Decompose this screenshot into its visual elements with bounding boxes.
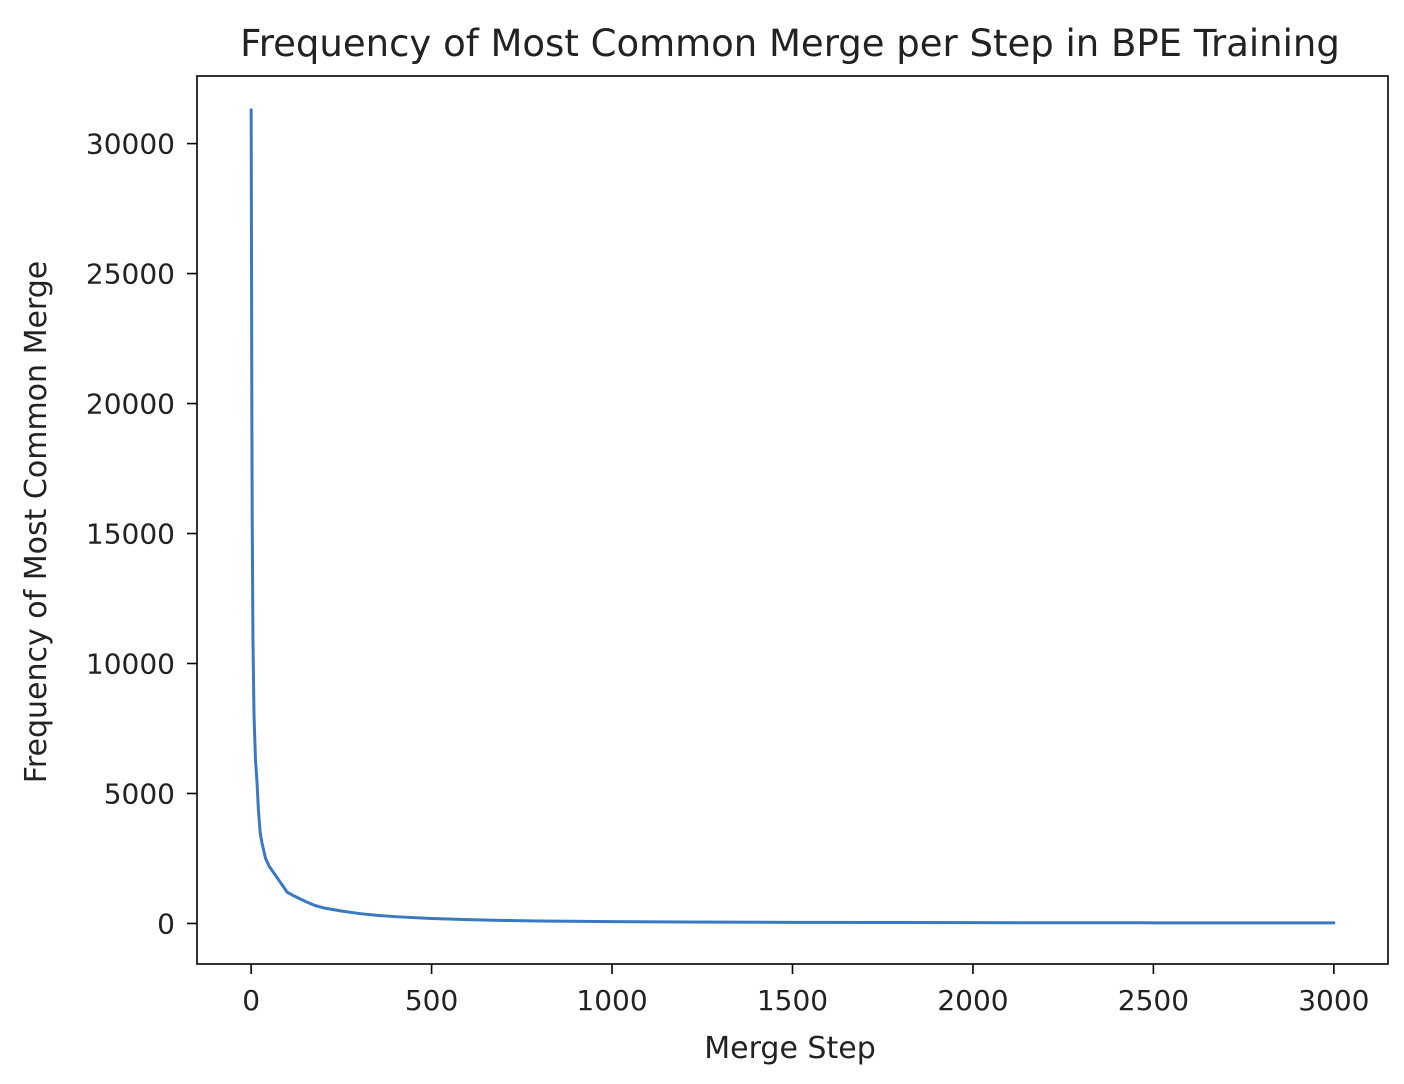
plot-area: 0 500 1000 1500 2000 2500 30000500010000150002… [86, 75, 1389, 1017]
y-tick-label-1: 5000 [104, 777, 175, 810]
y-tick-label-6: 30000 [86, 128, 175, 161]
x-tick-label-0: 0 [242, 984, 260, 1017]
x-tick-label-6: 3000 [1298, 984, 1369, 1017]
y-axis-label: Frequency of Most Common Merge [19, 261, 54, 783]
y-tick-label-5: 25000 [86, 258, 175, 291]
y-tick-label-0: 0 [157, 907, 175, 940]
y-tick-label-2: 10000 [86, 647, 175, 680]
series-line-0 [249, 108, 1336, 925]
chart-title: Frequency of Most Common Merge per Step … [240, 22, 1340, 65]
x-tick-label-4: 2000 [937, 984, 1008, 1017]
y-tick-label-3: 15000 [86, 518, 175, 551]
x-tick-label-5: 2500 [1118, 984, 1189, 1017]
x-tick-label-1: 500 [405, 984, 458, 1017]
x-axis-label: Merge Step [704, 1031, 876, 1066]
y-tick-label-4: 20000 [86, 388, 175, 421]
x-tick-label-3: 1500 [757, 984, 828, 1017]
x-tick-label-2: 1000 [576, 984, 647, 1017]
